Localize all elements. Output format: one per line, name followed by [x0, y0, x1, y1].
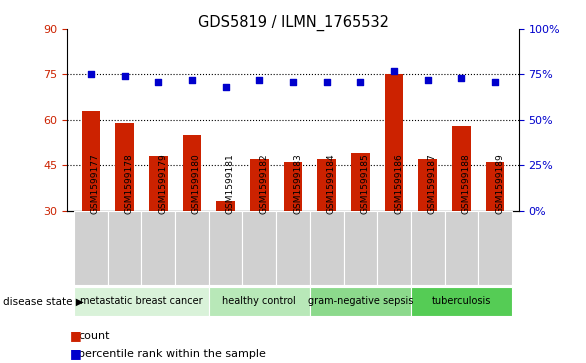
Point	[490, 79, 500, 85]
Point	[86, 72, 96, 77]
Bar	[216, 201, 235, 211]
Bar	[445, 211, 478, 285]
Bar	[149, 156, 168, 211]
Bar	[478, 211, 512, 285]
Bar	[81, 111, 100, 211]
Text: GSM1599178: GSM1599178	[125, 154, 134, 214]
Text: ■: ■	[70, 329, 82, 342]
Text: GSM1599181: GSM1599181	[226, 154, 234, 214]
Text: GSM1599185: GSM1599185	[360, 154, 369, 214]
Text: GSM1599183: GSM1599183	[293, 154, 302, 214]
Bar	[250, 159, 268, 211]
Text: GSM1599189: GSM1599189	[495, 154, 504, 214]
Point	[456, 75, 466, 81]
Text: GSM1599186: GSM1599186	[394, 154, 403, 214]
Bar	[115, 123, 134, 211]
Bar	[418, 159, 437, 211]
Bar	[175, 211, 209, 285]
Text: GSM1599180: GSM1599180	[192, 154, 201, 214]
Text: disease state ▶: disease state ▶	[3, 296, 84, 306]
Bar	[183, 135, 201, 211]
Bar	[243, 211, 276, 285]
Bar	[74, 211, 108, 285]
Text: GSM1599179: GSM1599179	[158, 154, 168, 214]
Bar	[411, 287, 512, 316]
Bar	[411, 211, 445, 285]
Text: GSM1599177: GSM1599177	[91, 154, 100, 214]
Text: GSM1599184: GSM1599184	[326, 154, 336, 214]
Point	[288, 79, 298, 85]
Text: GSM1599188: GSM1599188	[461, 154, 471, 214]
Point	[255, 77, 264, 83]
Bar	[284, 162, 302, 211]
Text: GSM1599182: GSM1599182	[260, 154, 268, 214]
Point	[188, 77, 197, 83]
Text: percentile rank within the sample: percentile rank within the sample	[78, 349, 266, 359]
Bar	[318, 159, 336, 211]
Bar	[385, 74, 403, 211]
Point	[154, 79, 163, 85]
Text: GSM1599187: GSM1599187	[428, 154, 437, 214]
Bar	[486, 162, 505, 211]
Point	[120, 73, 130, 79]
Point	[423, 77, 432, 83]
Point	[322, 79, 331, 85]
Text: count: count	[78, 331, 110, 341]
Bar	[276, 211, 310, 285]
Text: GDS5819 / ILMN_1765532: GDS5819 / ILMN_1765532	[197, 15, 389, 31]
Bar	[310, 287, 411, 316]
Bar	[108, 211, 141, 285]
Bar	[351, 153, 370, 211]
Text: ■: ■	[70, 347, 82, 360]
Bar	[452, 126, 471, 211]
Text: metastatic breast cancer: metastatic breast cancer	[80, 296, 203, 306]
Text: tuberculosis: tuberculosis	[432, 296, 491, 306]
Point	[221, 84, 230, 90]
Point	[356, 79, 365, 85]
Text: healthy control: healthy control	[223, 296, 296, 306]
Point	[389, 68, 398, 74]
Bar	[343, 211, 377, 285]
Bar	[377, 211, 411, 285]
Bar	[74, 287, 209, 316]
Bar	[209, 211, 243, 285]
Bar	[209, 287, 310, 316]
Bar	[310, 211, 343, 285]
Bar	[141, 211, 175, 285]
Text: gram-negative sepsis: gram-negative sepsis	[308, 296, 413, 306]
